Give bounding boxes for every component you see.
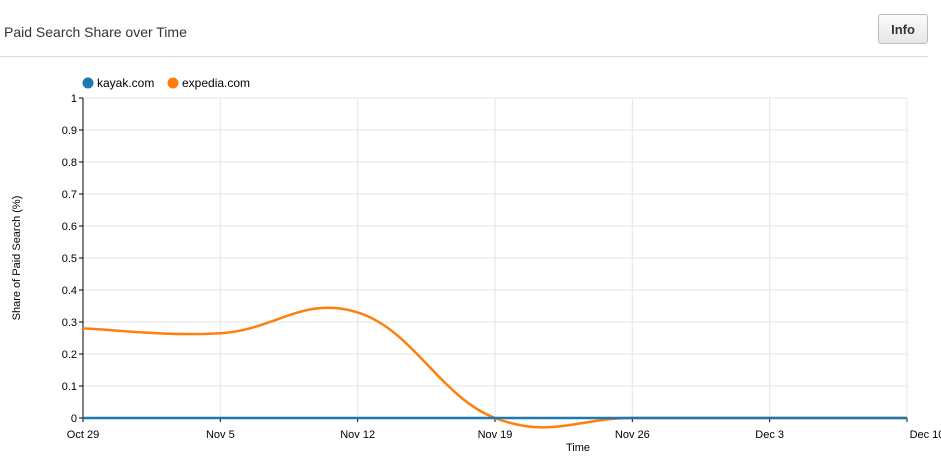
legend-swatch[interactable] (167, 77, 179, 89)
legend-swatch[interactable] (82, 77, 94, 89)
x-tick-label: Dec 3 (755, 429, 784, 441)
info-button[interactable]: Info (878, 14, 928, 44)
panel-header: Paid Search Share over Time Info (0, 0, 928, 57)
legend-label[interactable]: kayak.com (97, 76, 154, 90)
x-tick-label: Oct 29 (67, 429, 99, 441)
y-tick-label: 0.4 (62, 285, 77, 297)
y-tick-label: 0 (71, 413, 77, 425)
y-tick-label: 0.7 (62, 189, 77, 201)
x-axis-title: Time (566, 442, 590, 454)
legend: kayak.com expedia.com (82, 76, 250, 90)
x-tick-label: Nov 12 (340, 429, 375, 441)
legend-label[interactable]: expedia.com (182, 76, 250, 90)
y-tick-label: 0.1 (62, 381, 77, 393)
x-tick-label: Nov 5 (206, 429, 235, 441)
y-axis-title: Share of Paid Search (%) (11, 196, 23, 321)
y-tick-label: 0.6 (62, 221, 77, 233)
y-tick-label: 0.9 (62, 125, 77, 137)
y-tick-label: 0.8 (62, 157, 77, 169)
x-tick-label: Nov 19 (478, 429, 513, 441)
series-lines (82, 306, 907, 429)
panel-title: Paid Search Share over Time (4, 24, 187, 40)
grid (83, 97, 908, 418)
y-tick-label: 0.3 (62, 317, 77, 329)
x-axis-ticks: Oct 29 Nov 5 Nov 12 Nov 19 Nov 26 Dec 3 Dec 10 (67, 418, 941, 441)
x-tick-label: Nov 26 (615, 429, 650, 441)
line-chart: 0 0.1 0.2 0.3 0.4 0.5 0.6 0.7 0.8 0.9 1 Oct 29 Nov … (11, 76, 941, 454)
y-tick-label: 1 (71, 93, 77, 105)
x-tick-label: Dec 10 (910, 429, 941, 441)
y-axis-ticks: 0 0.1 0.2 0.3 0.4 0.5 0.6 0.7 0.8 0.9 1 (62, 93, 83, 425)
y-tick-label: 0.2 (62, 349, 77, 361)
y-tick-label: 0.5 (62, 253, 77, 265)
